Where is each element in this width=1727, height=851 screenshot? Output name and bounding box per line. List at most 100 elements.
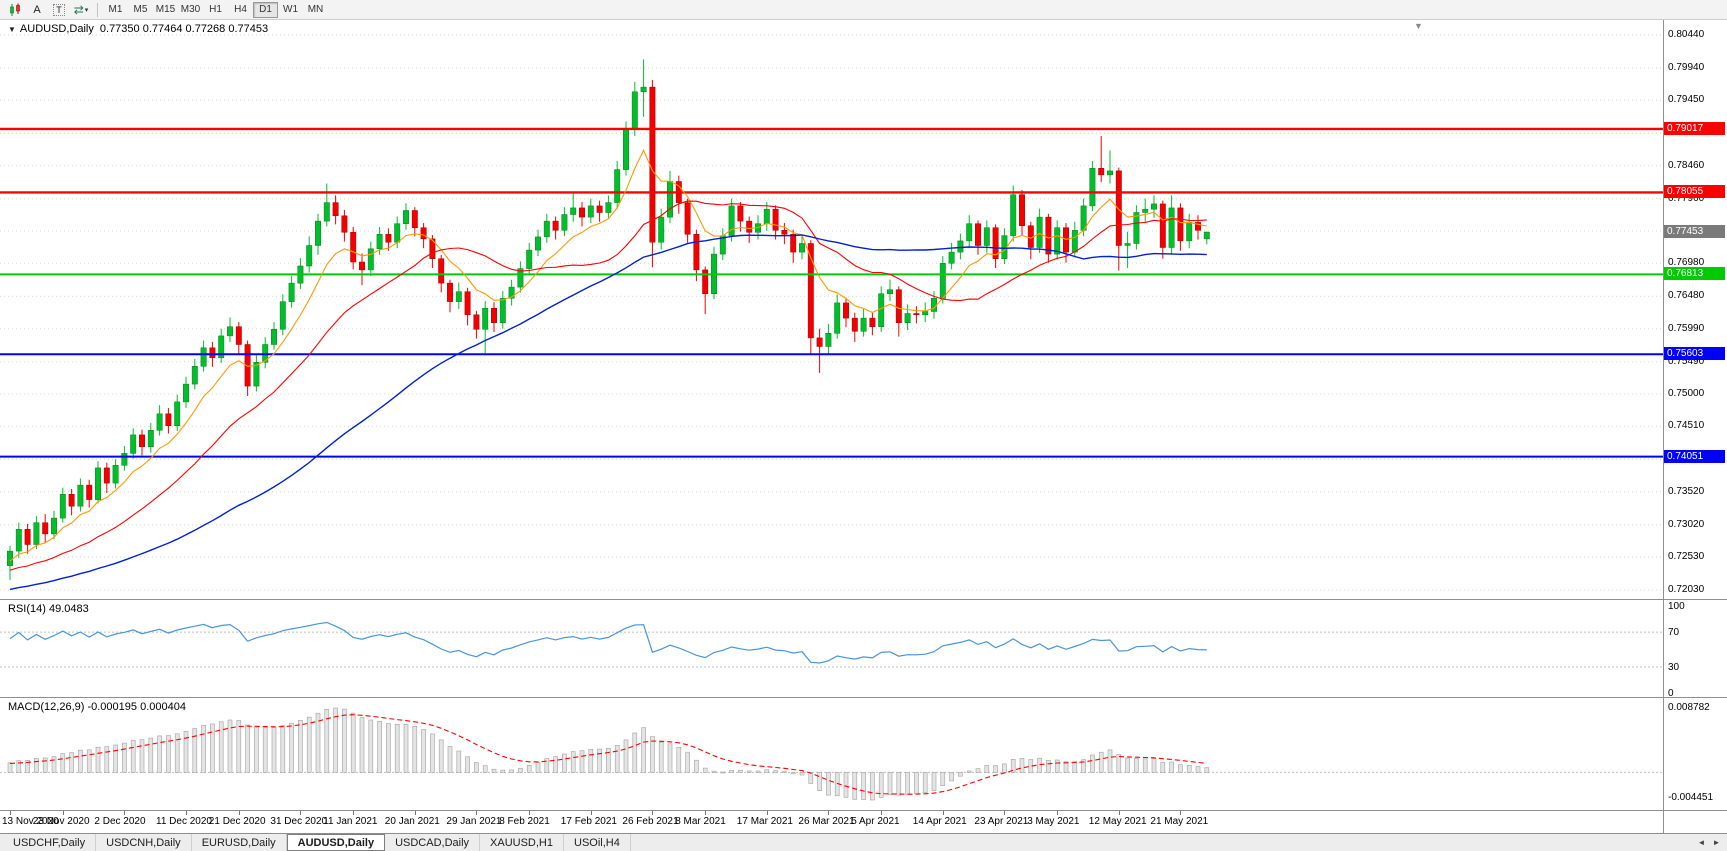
date-label: 11 Jan 2021 <box>323 816 378 827</box>
tab-usoil-h4[interactable]: USOil,H4 <box>564 834 631 851</box>
level-price-label: 0.75603 <box>1664 347 1725 361</box>
time-axis-tick <box>353 811 355 815</box>
cursor-tool-icon[interactable]: A <box>26 1 48 18</box>
candlestick-chart-glyph <box>10 3 20 16</box>
tab-usdcad-daily[interactable]: USDCAD,Daily <box>385 834 481 851</box>
chevron-down-icon: ▾ <box>84 6 89 14</box>
date-label: 17 Mar 2021 <box>736 816 793 827</box>
date-label: 17 Feb 2021 <box>560 816 617 827</box>
ma-slow-line[interactable] <box>9 234 1207 591</box>
price-chart-pane[interactable]: ▼ ▼ AUDUSD,Daily 0.77350 0.77464 0.77268 0… <box>0 20 1727 600</box>
date-label: 8 Mar 2021 <box>675 816 726 827</box>
candlestick-chart-icon[interactable] <box>4 1 26 18</box>
horizontal-level-lines[interactable] <box>0 127 1663 458</box>
time-axis-tick <box>62 811 64 815</box>
text-tool-icon[interactable]: T <box>48 1 70 18</box>
rsi-tick-label: 30 <box>1668 661 1680 673</box>
price-tick-label: 0.79940 <box>1668 61 1705 73</box>
tab-xauusd-h1[interactable]: XAUUSD,H1 <box>480 834 564 851</box>
chart-title: ▼ AUDUSD,Daily 0.77350 0.77464 0.77268 0.7… <box>8 23 268 35</box>
time-axis-tick <box>1004 811 1006 815</box>
price-tick-label: 0.74510 <box>1668 420 1705 432</box>
toolbar-separator <box>97 2 98 17</box>
macd-scale[interactable]: 0.008782 -0.004451 <box>1663 698 1727 810</box>
time-axis-tick <box>766 811 768 815</box>
time-axis-tick <box>10 811 11 815</box>
timeframe-m1-button[interactable]: M1 <box>103 2 128 18</box>
date-label: 20 Jan 2021 <box>384 816 440 827</box>
price-tick-label: 0.72030 <box>1668 584 1705 595</box>
tab-usdchf-daily[interactable]: USDCHF,Daily <box>3 834 97 851</box>
date-label: 14 Apr 2021 <box>912 816 967 827</box>
time-axis[interactable]: 13 Nov 2020 23 Nov 2020 2 Dec 2020 11 Dec 2… <box>0 811 1727 833</box>
macd-scale-top-label: 0.008782 <box>1668 702 1710 713</box>
timeframe-h1-button[interactable]: H1 <box>203 2 228 18</box>
date-label: 11 Dec 2020 <box>156 816 212 827</box>
rsi-pane[interactable]: RSI(14) 49.0483 100 70 30 0 <box>0 600 1727 698</box>
rsi-label: RSI(14) 49.0483 <box>8 603 89 615</box>
level-price-label: 0.76813 <box>1664 267 1725 281</box>
rsi-scale[interactable]: 100 70 30 0 <box>1663 600 1727 697</box>
rsi-tick-label: 70 <box>1668 627 1680 639</box>
level-price-label: 0.79017 <box>1664 121 1725 135</box>
price-tick-label: 0.75490 <box>1668 355 1705 367</box>
level-price-label: 0.74051 <box>1664 449 1725 463</box>
price-tick-label: 0.75000 <box>1668 388 1705 399</box>
time-axis-tick <box>529 811 531 815</box>
timeframe-d1-button[interactable]: D1 <box>253 1 278 18</box>
macd-histogram <box>7 707 1210 801</box>
rsi-plot[interactable] <box>0 600 1663 697</box>
timeframe-w1-button[interactable]: W1 <box>278 2 303 18</box>
time-axis-tick <box>124 811 126 815</box>
timeframe-m5-button[interactable]: M5 <box>128 2 153 18</box>
price-tick-label: 0.75990 <box>1668 322 1705 334</box>
current-price-label: 0.77453 <box>1664 225 1725 239</box>
date-label: 23 Nov 2020 <box>32 816 90 827</box>
date-label: 23 Apr 2021 <box>974 816 1029 827</box>
macd-pane[interactable]: MACD(12,26,9) -0.000195 0.000404 0.00878… <box>0 698 1727 811</box>
timeframe-m15-button[interactable]: M15 <box>153 2 178 18</box>
candles-layer <box>7 59 1210 581</box>
collapse-icon[interactable]: ▼ <box>8 25 16 34</box>
chart-shift-marker[interactable]: ▼ <box>1414 21 1423 31</box>
tab-scroll-left-icon[interactable]: ◄ <box>1697 838 1706 847</box>
macd-plot[interactable] <box>0 698 1663 810</box>
time-axis-tick <box>881 811 883 815</box>
level-price-label: 0.78055 <box>1664 185 1725 199</box>
date-label: 5 Apr 2021 <box>851 816 900 827</box>
tab-audusd-daily[interactable]: AUDUSD,Daily <box>286 834 386 851</box>
date-label: 26 Feb 2021 <box>622 816 679 827</box>
chart-region: ▼ ▼ AUDUSD,Daily 0.77350 0.77464 0.77268 0… <box>0 20 1727 833</box>
tab-usdcnh-daily[interactable]: USDCNH,Daily <box>96 834 192 851</box>
price-scale[interactable]: 0.804400.799400.794500.789500.784600.779… <box>1663 20 1727 599</box>
autoscroll-icon[interactable]: ⇄ ▾ <box>70 1 92 18</box>
grid-lines <box>0 34 1663 591</box>
ma-medium-line[interactable] <box>9 200 1207 571</box>
macd-signal-line <box>9 714 1207 795</box>
text-tool-label: T <box>53 3 65 16</box>
tab-eurusd-daily[interactable]: EURUSD,Daily <box>192 834 287 851</box>
price-tick-label: 0.76980 <box>1668 257 1705 269</box>
tab-scroll-right-icon[interactable]: ► <box>1712 838 1721 847</box>
date-label: 2 Dec 2020 <box>94 816 146 827</box>
date-label: 13 Nov 2020 <box>2 816 59 827</box>
time-axis-tick <box>942 811 944 815</box>
date-label: 8 Feb 2021 <box>499 816 550 827</box>
timeframe-h4-button[interactable]: H4 <box>228 2 253 18</box>
time-axis-tick <box>300 811 302 815</box>
time-axis-tick <box>1180 811 1182 815</box>
price-tick-label: 0.76480 <box>1668 290 1705 302</box>
price-plot[interactable] <box>0 20 1663 599</box>
autoscroll-glyph: ⇄ <box>73 2 84 17</box>
timeframe-mn-button[interactable]: MN <box>303 2 328 18</box>
date-label: 29 Jan 2021 <box>446 816 502 827</box>
time-axis-tick <box>652 811 654 815</box>
date-label: 3 May 2021 <box>1027 816 1080 827</box>
date-label: 21 May 2021 <box>1150 816 1209 827</box>
cursor-tool-label: A <box>33 3 41 16</box>
ma-fast-line[interactable] <box>9 148 1207 562</box>
date-label: 21 Dec 2020 <box>208 816 266 827</box>
timeframe-m30-button[interactable]: M30 <box>178 2 203 18</box>
time-axis-tick <box>1057 811 1059 815</box>
